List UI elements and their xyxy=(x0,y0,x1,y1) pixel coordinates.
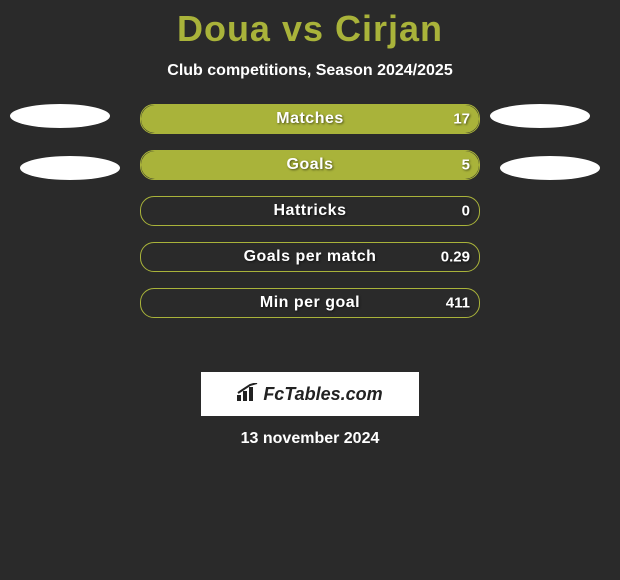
stat-row: Hattricks 0 xyxy=(140,196,480,226)
bar-value: 0 xyxy=(462,203,470,220)
stat-row: Min per goal 411 xyxy=(140,288,480,318)
player-badge-left-1 xyxy=(10,104,110,128)
bar-label: Matches xyxy=(140,110,480,128)
player-badge-left-2 xyxy=(20,156,120,180)
chart-icon xyxy=(237,383,259,406)
date-label: 13 november 2024 xyxy=(0,430,620,448)
stat-row: Goals per match 0.29 xyxy=(140,242,480,272)
bar-value: 0.29 xyxy=(441,249,470,266)
bar-label: Goals per match xyxy=(140,248,480,266)
bar-value: 5 xyxy=(462,157,470,174)
logo-box: FcTables.com xyxy=(201,372,419,416)
player-badge-right-2 xyxy=(500,156,600,180)
bar-value: 411 xyxy=(446,295,470,312)
bar-value: 17 xyxy=(453,111,470,128)
chart-area: Matches 17 Goals 5 Hattricks 0 Goals per… xyxy=(0,104,620,354)
page-title: Doua vs Cirjan xyxy=(0,0,620,50)
stat-row: Goals 5 xyxy=(140,150,480,180)
stat-row: Matches 17 xyxy=(140,104,480,134)
player-badge-right-1 xyxy=(490,104,590,128)
bar-label: Hattricks xyxy=(140,202,480,220)
bar-label: Min per goal xyxy=(140,294,480,312)
logo: FcTables.com xyxy=(237,383,382,406)
logo-text: FcTables.com xyxy=(263,384,382,405)
page-subtitle: Club competitions, Season 2024/2025 xyxy=(0,62,620,80)
bar-label: Goals xyxy=(140,156,480,174)
stat-bars: Matches 17 Goals 5 Hattricks 0 Goals per… xyxy=(140,104,480,334)
